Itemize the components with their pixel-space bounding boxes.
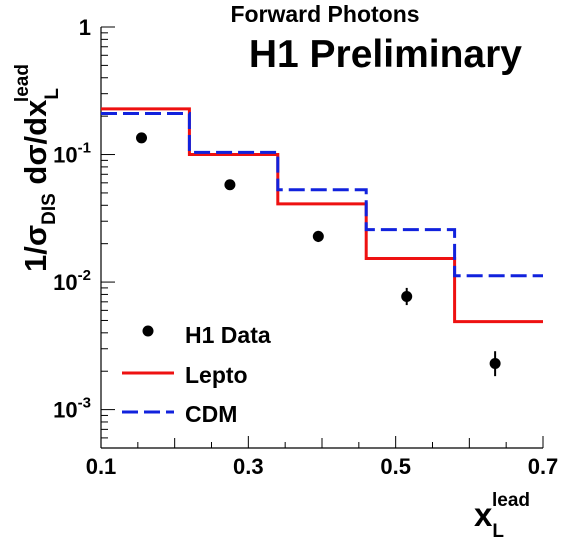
y-tick-label-exponent: -2 (78, 267, 91, 284)
y-tick-label-base: 10 (53, 398, 77, 423)
histogram-cdm (101, 111, 543, 278)
y-tick-label-base: 10 (53, 270, 77, 295)
chart-watermark: H1 Preliminary (249, 33, 522, 76)
y-axis-label-sup: lead (12, 64, 33, 102)
y-tick-label-exponent: -3 (78, 395, 91, 412)
y-tick-label: 10-3 (53, 395, 91, 423)
y-axis-label-sub2: L (42, 88, 63, 100)
legend: H1 Data Lepto CDM (122, 322, 271, 427)
data-point (489, 357, 501, 369)
chart-title: Forward Photons (230, 1, 419, 27)
legend-marker-data (142, 325, 154, 337)
data-point (401, 291, 413, 303)
y-axis-label: 1/σDIS dσ/dxLlead (12, 64, 63, 272)
y-tick-label: 10-2 (53, 267, 91, 295)
histogram-lepto (101, 107, 543, 324)
y-tick-label-base: 10 (53, 143, 77, 168)
data-point (312, 230, 324, 242)
y-axis-label-mid: dσ/dx (18, 99, 53, 193)
y-axis-label-prefix: 1/σ (18, 225, 53, 272)
x-axis-label-sub: L (492, 521, 504, 542)
series-layer (101, 107, 543, 377)
legend-label: H1 Data (185, 322, 271, 348)
x-tick-label: 0.7 (528, 454, 559, 479)
x-tick-label: 0.5 (380, 454, 411, 479)
x-tick-label: 0.3 (233, 454, 264, 479)
x-axis-label: xLlead (474, 490, 530, 542)
y-tick-label: 1 (79, 15, 91, 40)
y-tick-label-base: 1 (79, 15, 91, 40)
data-point (224, 179, 236, 191)
y-tick-label-exponent: -1 (78, 140, 91, 157)
x-axis-label-sup: lead (492, 490, 530, 511)
data-point (136, 132, 148, 144)
x-axis-label-main: x (474, 496, 493, 533)
legend-label: Lepto (185, 362, 248, 388)
x-tick-label: 0.1 (86, 454, 117, 479)
y-axis-label-sub: DIS (39, 193, 60, 225)
legend-label: CDM (185, 401, 237, 427)
y-tick-label: 10-1 (53, 140, 91, 168)
